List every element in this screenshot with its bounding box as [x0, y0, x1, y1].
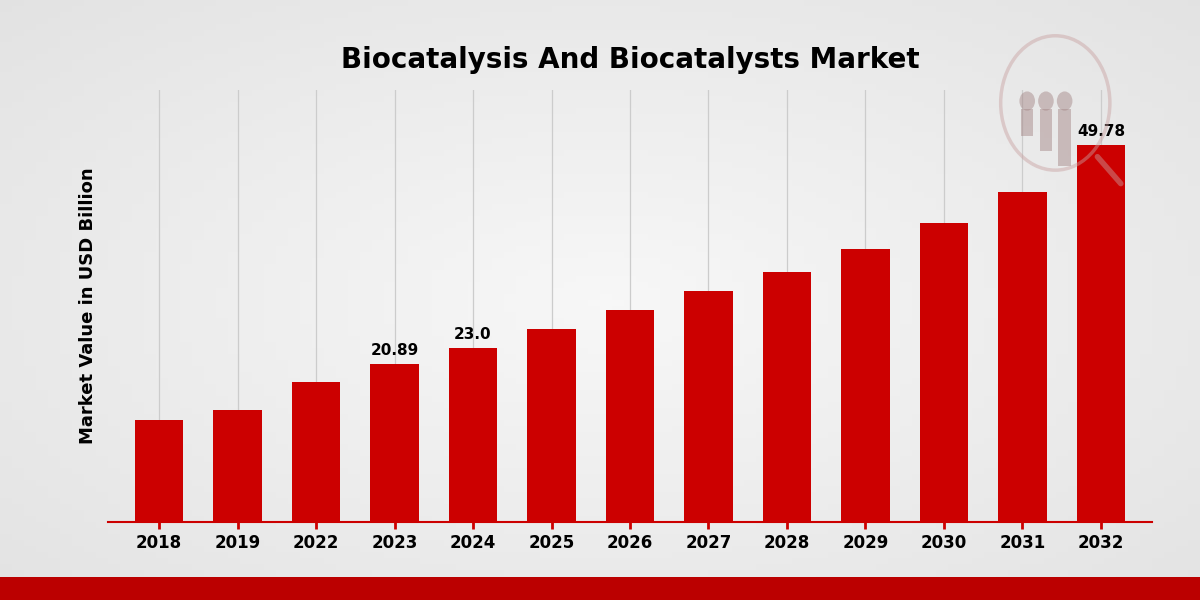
- Bar: [214, 410, 262, 522]
- Y-axis label: Market Value in USD Billion: Market Value in USD Billion: [79, 167, 97, 445]
- Bar: [606, 310, 654, 522]
- Text: 49.78: 49.78: [1076, 124, 1126, 139]
- FancyBboxPatch shape: [1058, 109, 1070, 166]
- Bar: [841, 249, 890, 522]
- FancyBboxPatch shape: [1039, 109, 1052, 151]
- Bar: [1076, 145, 1126, 522]
- Title: Biocatalysis And Biocatalysts Market: Biocatalysis And Biocatalysts Market: [341, 46, 919, 74]
- Bar: [919, 223, 968, 522]
- Circle shape: [1020, 91, 1034, 110]
- Bar: [684, 291, 733, 522]
- Text: 23.0: 23.0: [454, 326, 492, 341]
- FancyBboxPatch shape: [1021, 109, 1033, 136]
- Bar: [292, 382, 341, 522]
- Bar: [763, 272, 811, 522]
- Circle shape: [1057, 91, 1073, 110]
- Bar: [527, 329, 576, 522]
- Circle shape: [1038, 91, 1054, 110]
- Bar: [998, 193, 1046, 522]
- Bar: [370, 364, 419, 522]
- Text: 20.89: 20.89: [371, 343, 419, 358]
- Bar: [449, 347, 497, 522]
- Bar: [134, 419, 184, 522]
